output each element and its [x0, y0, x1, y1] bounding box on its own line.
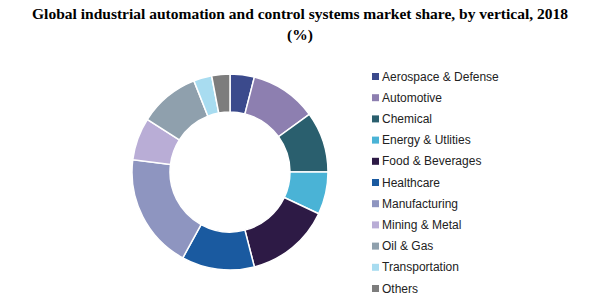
slices [132, 74, 328, 270]
slice [279, 114, 328, 172]
legend-swatch [372, 115, 379, 122]
legend-label: Others [382, 282, 418, 296]
legend-label: Food & Beverages [382, 154, 481, 168]
legend-swatch [372, 264, 379, 271]
legend-swatch [372, 94, 379, 101]
slice [212, 74, 230, 113]
legend-label: Energy & Utlities [382, 133, 471, 147]
legend-label: Manufacturing [382, 197, 458, 211]
legend: Aerospace & Defense Automotive Chemical Ene… [372, 70, 499, 296]
title: Global industrial automation and control… [32, 5, 568, 44]
legend-label: Automotive [382, 91, 442, 105]
legend-swatch [372, 243, 379, 250]
legend-label: Mining & Metal [382, 218, 461, 232]
legend-label: Aerospace & Defense [382, 70, 499, 84]
legend-label: Oil & Gas [382, 239, 433, 253]
legend-swatch [372, 221, 379, 228]
slice [132, 160, 201, 258]
legend-label: Chemical [382, 112, 432, 126]
legend-label: Transportation [382, 260, 459, 274]
chart: Global industrial automation and control… [0, 0, 600, 300]
legend-swatch [372, 158, 379, 165]
slice [245, 198, 319, 267]
legend-swatch [372, 137, 379, 144]
legend-swatch [372, 200, 379, 207]
legend-swatch [372, 73, 379, 80]
legend-swatch [372, 285, 379, 292]
legend-swatch [372, 179, 379, 186]
legend-label: Healthcare [382, 176, 440, 190]
